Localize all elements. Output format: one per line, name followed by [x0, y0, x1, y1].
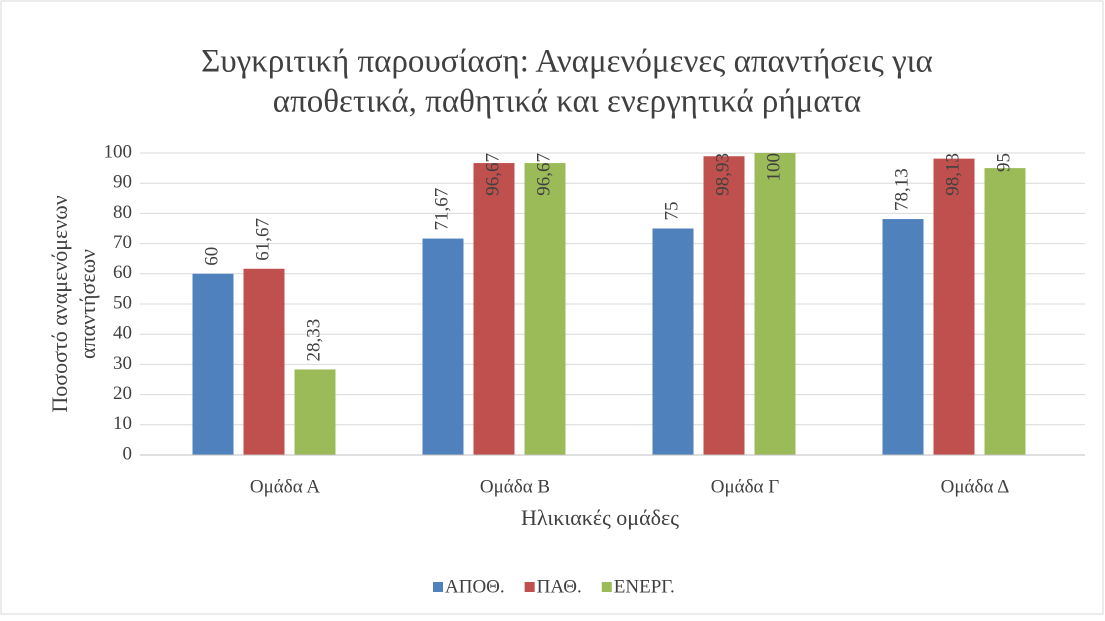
y-tick-label: 80	[113, 202, 132, 223]
data-label: 60	[201, 247, 222, 266]
y-tick-label: 100	[104, 141, 133, 162]
data-label: 28,33	[303, 319, 324, 362]
bar	[933, 158, 975, 455]
x-axis-label: Ηλικιακές ομάδες	[521, 505, 679, 530]
x-tick-label: Ομάδα Β	[480, 476, 550, 497]
y-tick-label: 70	[113, 232, 132, 253]
legend-label: ΑΠΟΘ.	[445, 576, 505, 597]
data-label: 96,67	[533, 153, 554, 196]
y-axis-label: Ποσοστό αναμενόμενων	[47, 195, 72, 412]
data-label: 78,13	[891, 168, 912, 211]
legend-label: ΕΝΕΡΓ.	[614, 576, 675, 597]
data-label: 61,67	[252, 218, 273, 261]
chart-title: Συγκριτική παρουσίαση: Αναμενόμενες απαν…	[201, 44, 933, 80]
y-tick-label: 40	[113, 323, 132, 344]
data-label: 75	[661, 202, 682, 221]
bar	[192, 273, 234, 455]
x-tick-label: Ομάδα Δ	[941, 476, 1010, 497]
legend-swatch	[524, 582, 535, 592]
bar	[243, 268, 285, 455]
y-tick-label: 50	[113, 292, 132, 313]
data-label: 98,13	[942, 153, 963, 196]
data-label: 98,93	[712, 153, 733, 196]
y-tick-label: 60	[113, 262, 132, 283]
bar	[703, 156, 745, 456]
y-axis-label: απαντήσεων	[75, 249, 100, 359]
y-tick-label: 30	[113, 353, 132, 374]
legend-label: ΠΑΘ.	[537, 576, 582, 597]
legend-swatch	[601, 582, 612, 592]
data-label: 71,67	[431, 188, 452, 231]
y-tick-label: 10	[113, 413, 132, 434]
bar	[473, 163, 515, 456]
bar	[754, 153, 796, 455]
bar	[882, 219, 924, 455]
bar	[294, 369, 336, 455]
x-tick-label: Ομάδα Γ	[711, 476, 780, 497]
legend-swatch	[433, 582, 443, 592]
x-tick-label: Ομάδα Α	[250, 476, 320, 497]
data-label: 95	[993, 153, 1014, 172]
bar	[524, 163, 566, 456]
bar	[984, 168, 1026, 455]
bar	[422, 238, 464, 455]
y-tick-label: 0	[123, 443, 133, 464]
y-tick-label: 20	[113, 383, 132, 404]
chart-title: αποθετικά, παθητικά και ενεργητικά ρήματ…	[273, 84, 861, 120]
data-label: 100	[763, 153, 784, 182]
y-tick-label: 90	[113, 172, 132, 193]
bar	[652, 228, 694, 455]
data-label: 96,67	[482, 153, 503, 196]
